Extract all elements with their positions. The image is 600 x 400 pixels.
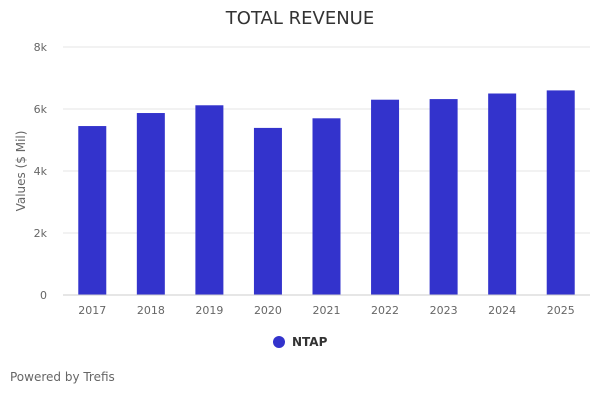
y-tick-label: 0 (40, 289, 47, 302)
y-tick-label: 4k (34, 165, 48, 178)
bar-2022[interactable] (371, 99, 400, 295)
x-tick-label: 2024 (488, 304, 516, 317)
x-axis-ticks: 2017 2018 2019 2020 2021 2022 2023 2024 2025 (78, 304, 574, 317)
x-tick-label: 2023 (430, 304, 458, 317)
x-tick-label: 2025 (547, 304, 575, 317)
y-axis-ticks: 0 2k 4k 6k 8k (34, 41, 48, 302)
x-tick-label: 2020 (254, 304, 282, 317)
bar-2023[interactable] (429, 99, 458, 295)
bar-2024[interactable] (488, 93, 517, 296)
bar-2018[interactable] (136, 113, 165, 295)
bar-2017[interactable] (78, 126, 107, 295)
x-tick-label: 2018 (137, 304, 165, 317)
y-tick-label: 2k (34, 227, 48, 240)
bar-2021[interactable] (312, 118, 341, 295)
x-tick-label: 2017 (78, 304, 106, 317)
chart-title: TOTAL REVENUE (225, 8, 374, 29)
y-axis-label: Values ($ Mil) (14, 131, 28, 212)
powered-by-credit: Powered by Trefis (10, 370, 115, 384)
x-tick-label: 2022 (371, 304, 399, 317)
legend-marker-ntap (273, 336, 285, 348)
bar-2020[interactable] (253, 127, 282, 295)
y-tick-label: 6k (34, 103, 48, 116)
bars (78, 90, 575, 296)
x-tick-label: 2021 (313, 304, 341, 317)
bar-2025[interactable] (546, 90, 575, 296)
legend-label-ntap: NTAP (292, 335, 328, 349)
legend[interactable]: NTAP (273, 335, 328, 349)
y-tick-label: 8k (34, 41, 48, 54)
bar-2019[interactable] (195, 105, 224, 295)
x-tick-label: 2019 (195, 304, 223, 317)
